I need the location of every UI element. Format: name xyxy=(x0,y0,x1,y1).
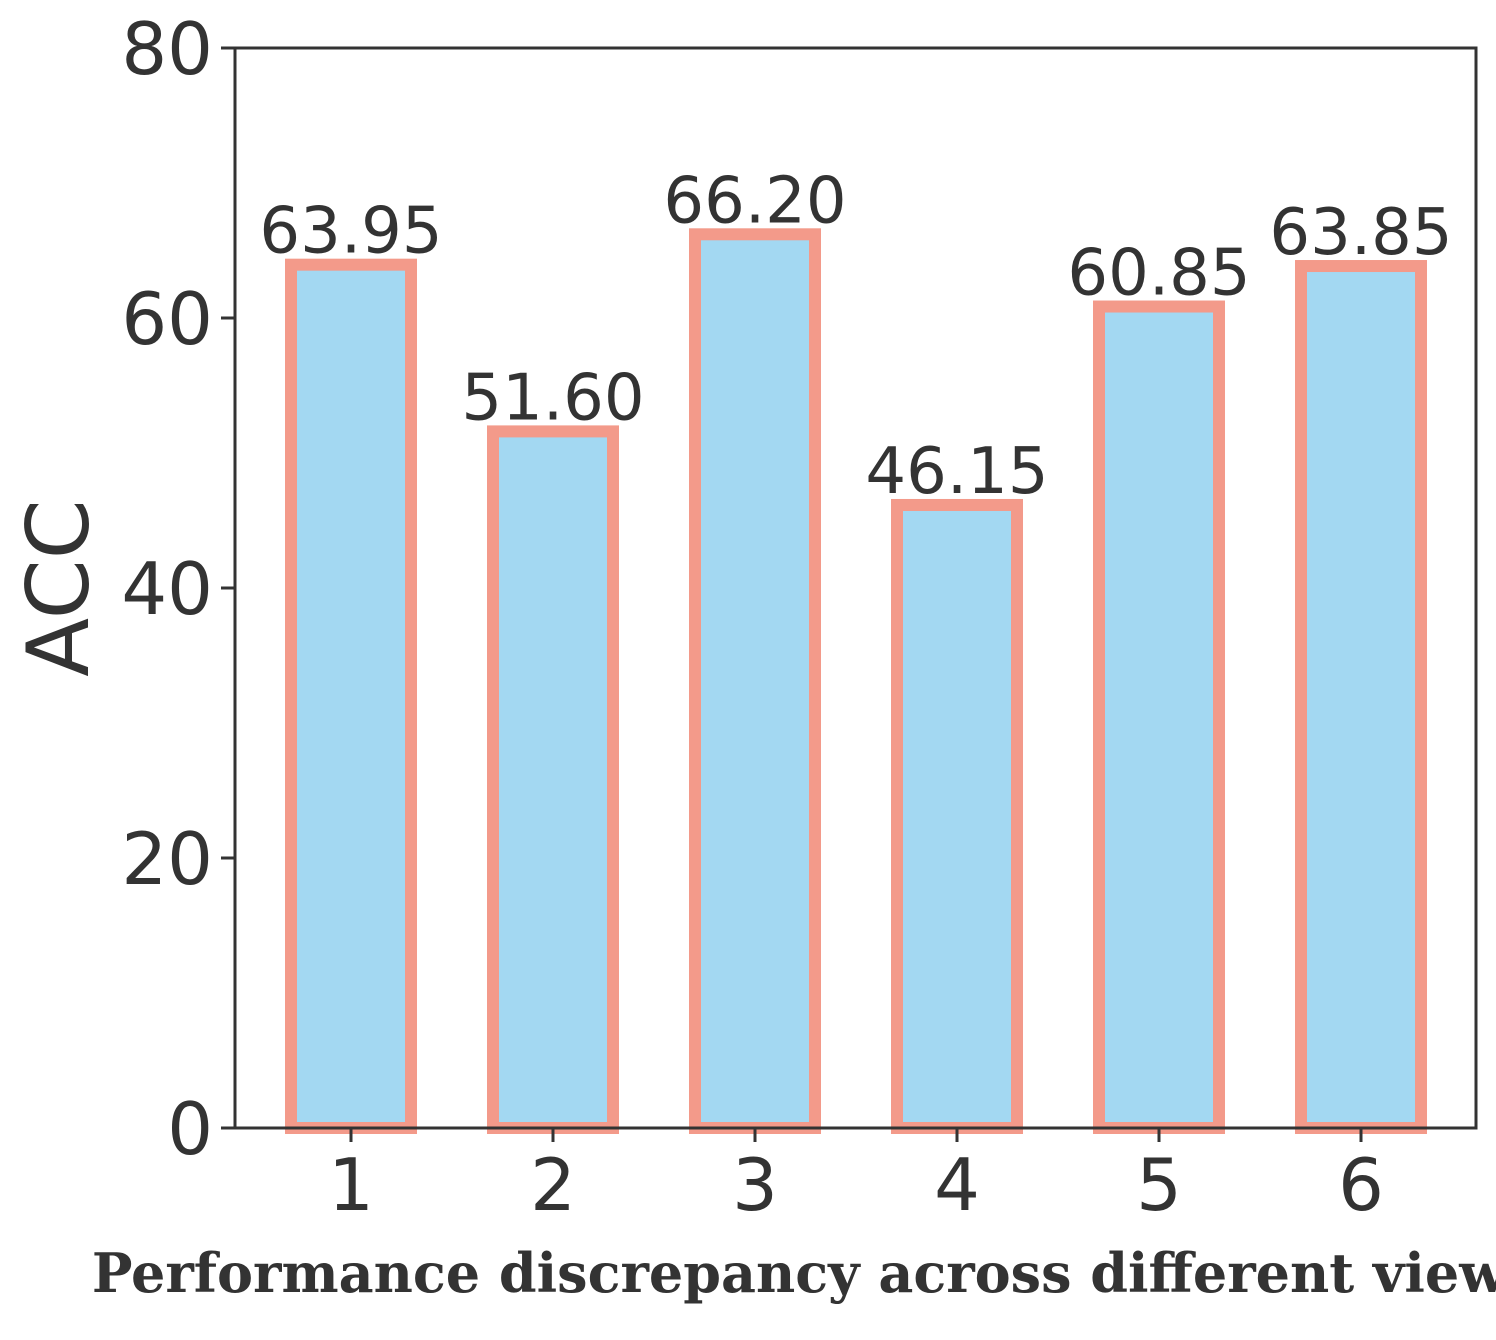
bar-4 xyxy=(891,498,1023,1135)
x-tick-label-4: 4 xyxy=(934,1143,980,1227)
x-tick-label-6: 6 xyxy=(1338,1143,1384,1227)
x-axis-label: Performance discrepancy across different… xyxy=(92,1241,1496,1305)
bars-group xyxy=(285,228,1427,1135)
data-label-4: 46.15 xyxy=(865,435,1048,509)
y-tick-label-0: 0 xyxy=(167,1087,213,1171)
x-tick-label-2: 2 xyxy=(530,1143,576,1227)
y-tick-label-40: 40 xyxy=(121,547,213,631)
bar-6 xyxy=(1295,260,1427,1134)
data-label-2: 51.60 xyxy=(461,361,644,435)
data-labels-group: 63.95 51.60 66.20 46.15 60.85 63.85 xyxy=(259,164,1452,509)
data-label-5: 60.85 xyxy=(1067,237,1250,311)
y-tick-label-80: 80 xyxy=(121,7,213,91)
x-tick-label-5: 5 xyxy=(1136,1143,1182,1227)
data-label-1: 63.95 xyxy=(259,195,442,269)
x-tick-label-3: 3 xyxy=(732,1143,778,1227)
bar-1 xyxy=(285,258,417,1134)
y-tick-label-60: 60 xyxy=(121,277,213,361)
y-axis-label: ACC xyxy=(9,499,109,676)
data-label-6: 63.85 xyxy=(1269,196,1452,270)
y-axis-ticks: 0 20 40 60 80 xyxy=(121,7,235,1171)
bar-2 xyxy=(487,425,619,1134)
y-tick-label-20: 20 xyxy=(121,817,213,901)
bar-5 xyxy=(1093,300,1225,1134)
x-axis-ticks: 1 2 3 4 5 6 xyxy=(328,1128,1384,1227)
bar-3 xyxy=(689,228,821,1135)
x-tick-label-1: 1 xyxy=(328,1143,374,1227)
data-label-3: 66.20 xyxy=(663,164,846,238)
